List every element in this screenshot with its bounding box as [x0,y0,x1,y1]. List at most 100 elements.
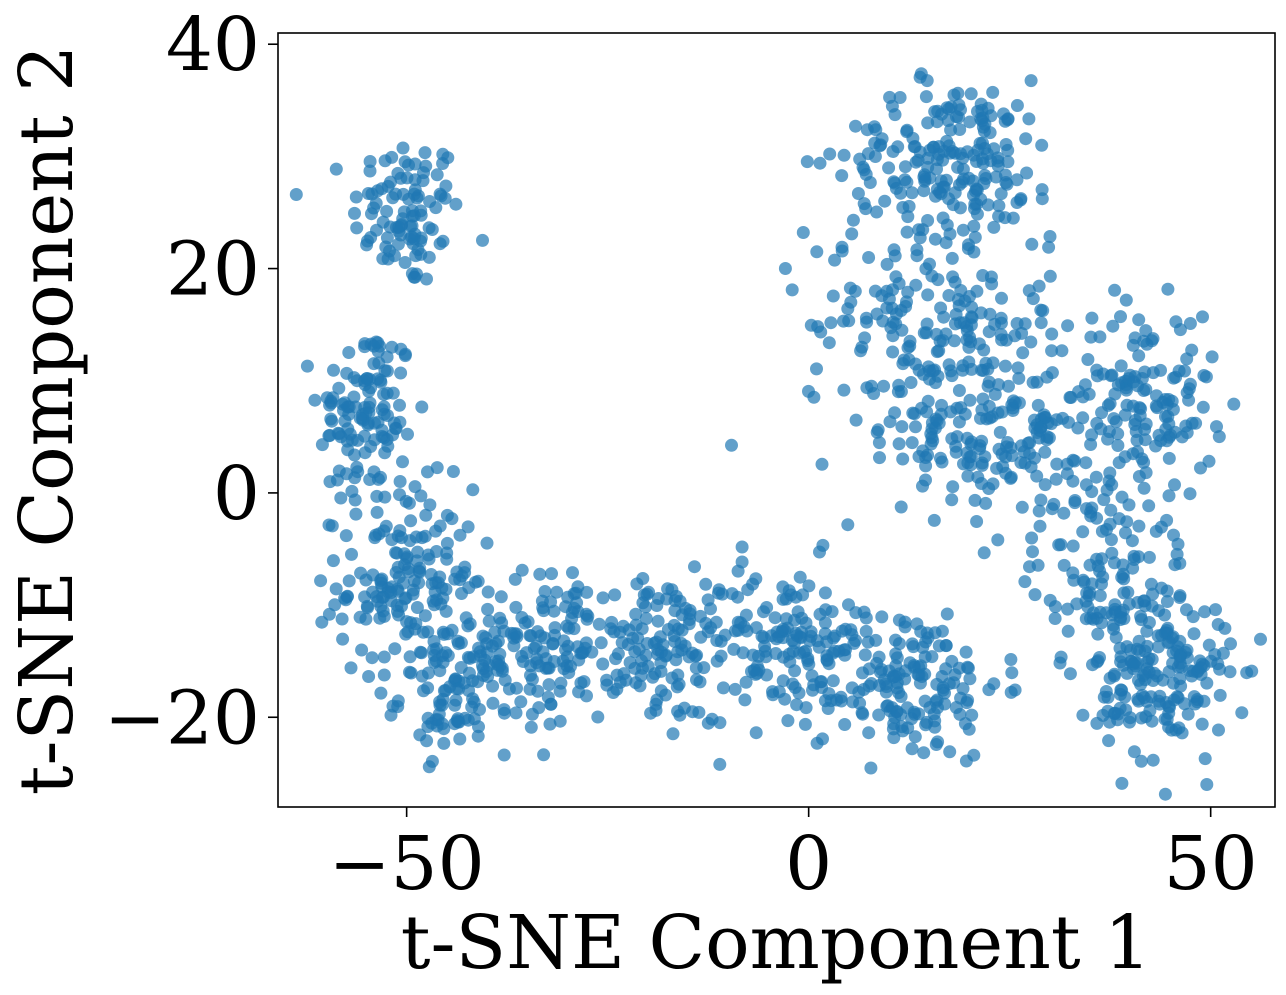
scatter-point [398,256,412,269]
scatter-point [1146,753,1160,767]
scatter-point [713,757,727,771]
scatter-point [1200,676,1214,690]
scatter-point [1114,359,1128,373]
scatter-point [559,600,573,614]
scatter-point [899,300,913,313]
scatter-point [1158,787,1172,801]
scatter-point [943,745,957,759]
scatter-point [344,661,358,675]
scatter-point [857,197,871,211]
scatter-point [692,705,706,719]
scatter-point [1196,400,1210,414]
scatter-point [954,401,968,415]
scatter-point [731,564,745,578]
scatter-point [1005,666,1019,680]
scatter-point [1131,445,1144,459]
scatter-point [1035,192,1049,206]
scatter-point [423,498,437,512]
scatter-point [928,232,942,246]
scatter-point [416,625,430,639]
scatter-point [961,660,974,674]
scatter-point [388,249,401,263]
scatter-point [404,666,418,680]
scatter-point [407,209,421,223]
scatter-point [544,697,558,711]
scatter-point [716,681,730,695]
scatter-point [894,500,908,514]
scatter-point [341,443,355,457]
scatter-point [991,533,1005,547]
scatter-point [938,686,951,700]
scatter-point [872,436,886,450]
scatter-point [611,647,625,661]
scatter-point [545,567,558,581]
scatter-point [1102,474,1116,488]
scatter-point [401,625,415,639]
scatter-point [548,621,562,635]
scatter-point [336,632,350,646]
scatter-point [659,649,673,663]
scatter-point [1035,183,1049,197]
scatter-point [1104,503,1118,517]
scatter-point [967,748,981,762]
scatter-point [472,720,485,734]
scatter-point [600,678,614,692]
scatter-point [524,720,538,734]
scatter-point [1213,688,1227,702]
scatter-point [1024,335,1038,349]
scatter-point [878,194,892,208]
scatter-point [1090,511,1104,525]
scatter-point [1224,637,1237,651]
scatter-point [713,716,727,730]
scatter-point [1140,662,1154,676]
scatter-point [1139,383,1153,396]
scatter-point [909,420,922,434]
scatter-point [391,694,405,708]
scatter-point [494,590,508,604]
scatter-point [430,461,444,475]
scatter-point [466,483,480,497]
scatter-point [923,364,936,378]
scatter-point [885,301,899,315]
scatter-point [651,592,665,605]
scatter-point [1200,778,1214,791]
scatter-point [964,87,978,101]
scatter-point [900,123,914,137]
scatter-point [930,115,944,129]
scatter-point [970,515,984,528]
scatter-point [453,528,467,542]
scatter-point [479,665,493,678]
scatter-point [1014,193,1028,207]
scatter-point [1067,573,1081,587]
scatter-point [947,334,961,348]
scatter-point [919,451,933,464]
scatter-point [370,489,384,503]
scatter-point [893,91,907,104]
scatter-point [985,410,999,424]
scatter-point [849,413,863,427]
scatter-point [906,406,920,420]
scatter-point [1068,496,1082,510]
scatter-point [440,536,454,550]
scatter-point [1107,412,1121,426]
scatter-point [918,168,932,182]
scatter-point [802,384,815,398]
scatter-point [1127,553,1141,566]
scatter-point [374,573,388,587]
scatter-point [388,642,402,656]
scatter-point [557,634,571,648]
scatter-point [341,422,355,436]
scatter-point [404,514,418,528]
scatter-point [1035,138,1049,152]
scatter-point [326,554,340,568]
scatter-point [1183,317,1197,330]
scatter-point [621,638,635,651]
scatter-point [749,572,763,586]
scatter-point [524,668,537,682]
scatter-point [979,172,993,185]
scatter-point [701,593,715,607]
scatter-point [845,227,859,241]
scatter-point [1071,421,1085,435]
scatter-point [953,123,967,136]
scatter-point [538,585,552,598]
